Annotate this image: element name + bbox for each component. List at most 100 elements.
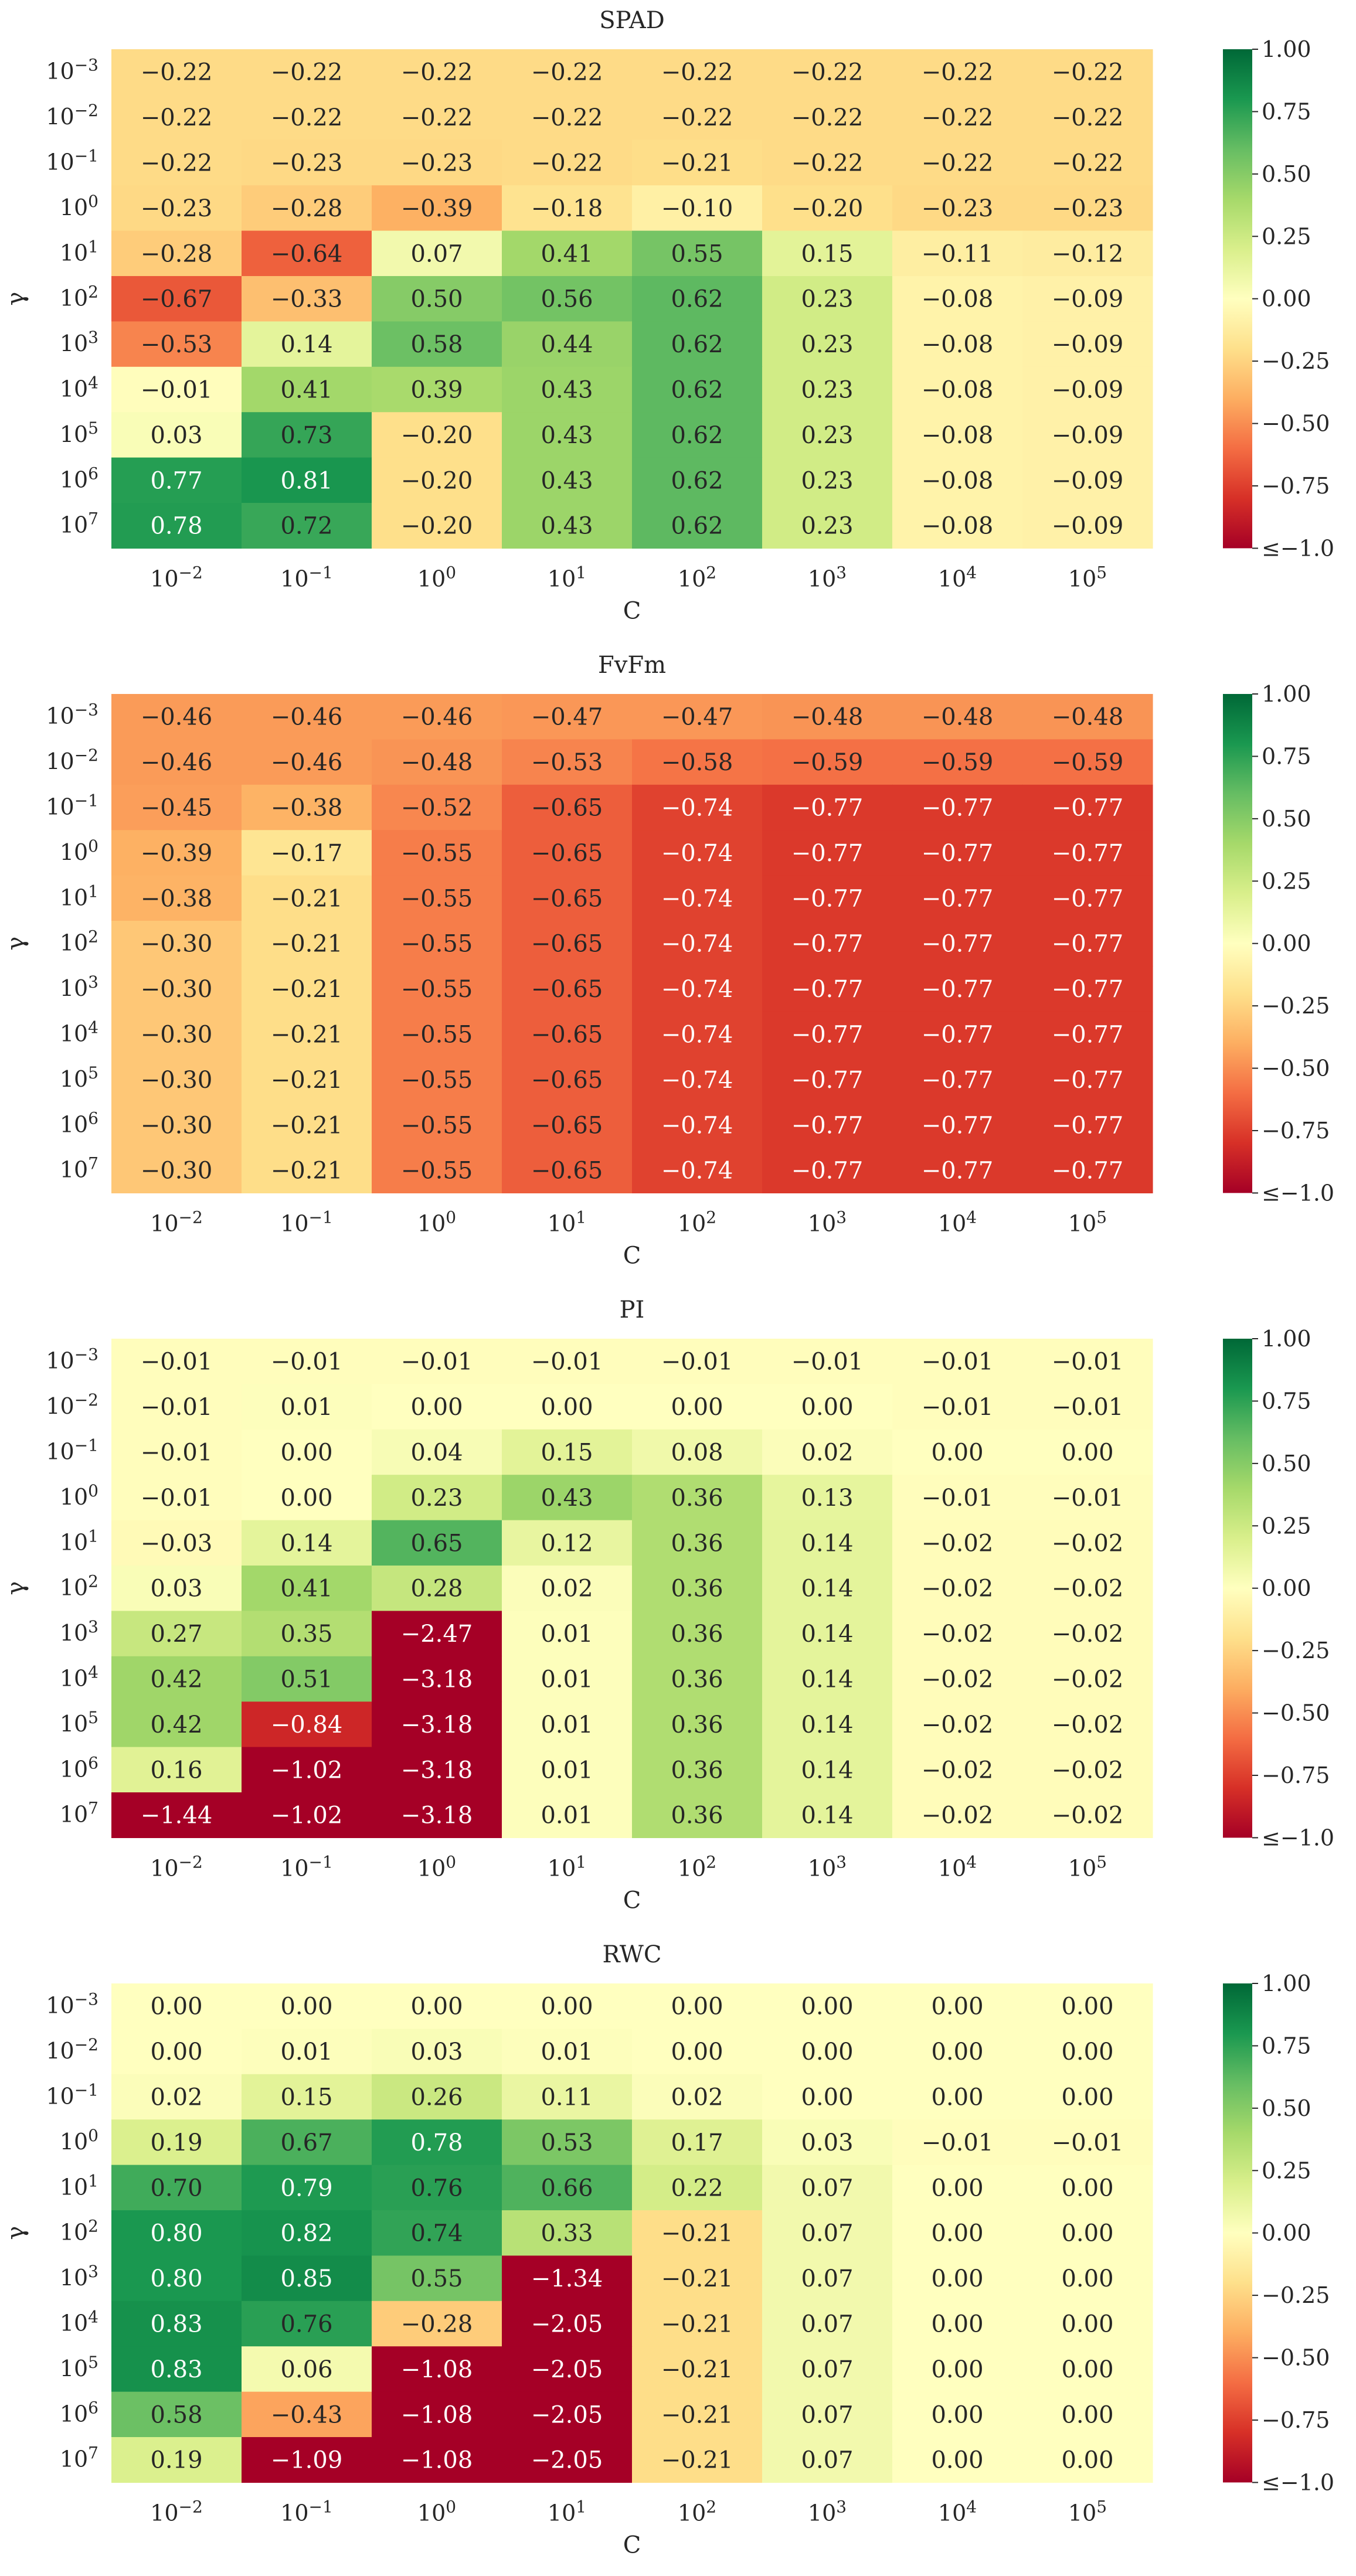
y-tick-label: 106: [60, 2398, 98, 2427]
cell-value-label: 0.00: [1061, 1993, 1113, 2020]
heatmap-cell: [111, 2029, 242, 2075]
cell-value-label: 0.00: [1061, 2039, 1113, 2065]
heatmap-cell: [762, 1475, 893, 1521]
cell-value-label: −0.02: [1052, 1666, 1124, 1693]
heatmap-cell: [502, 1611, 633, 1657]
cell-value-label: 0.00: [1061, 2311, 1113, 2338]
cell-value-label: 0.00: [1061, 2447, 1113, 2474]
colorbar-tick-label: −0.50: [1262, 2345, 1330, 2371]
x-tick-label: 100: [417, 1852, 456, 1881]
cell-value-label: −0.52: [401, 795, 473, 822]
cell-value-label: −0.22: [531, 150, 603, 177]
cell-value-label: −0.01: [271, 1349, 343, 1376]
heatmap-cell: [111, 1011, 242, 1057]
colorbar-tick-label: 0.50: [1262, 1451, 1311, 1476]
heatmap-cell: [372, 1656, 502, 1702]
cell-value-label: −0.21: [661, 2356, 733, 2383]
heatmap-cell: [372, 875, 502, 921]
heatmap-cell: [372, 1702, 502, 1748]
cell-value-label: −0.22: [141, 150, 213, 177]
cell-value-label: 0.00: [1061, 2401, 1113, 2428]
heatmap-cell: [762, 366, 893, 413]
heatmap-cell: [502, 2074, 633, 2120]
heatmap-cell: [762, 830, 893, 876]
heatmap-cell: [242, 1384, 372, 1430]
cell-value-label: 0.07: [801, 2220, 853, 2247]
heatmap-cell: [502, 412, 633, 458]
heatmap-cell: [242, 2074, 372, 2120]
cell-value-label: 0.44: [541, 331, 593, 358]
heatmap-cell: [1022, 1148, 1153, 1193]
heatmap-cell: [372, 1792, 502, 1838]
colorbar-tick-label: −0.75: [1262, 473, 1330, 499]
cell-value-label: −0.48: [1052, 704, 1124, 731]
heatmap-cell: [502, 2391, 633, 2438]
cell-value-label: 0.39: [410, 377, 463, 404]
cell-value-label: −0.77: [1052, 795, 1124, 822]
cell-value-label: 0.80: [150, 2220, 202, 2247]
cell-value-label: 0.80: [150, 2265, 202, 2292]
cell-value-label: −0.65: [531, 795, 603, 822]
cell-value-label: −0.09: [1052, 467, 1124, 494]
cell-value-label: −2.05: [531, 2311, 603, 2338]
colorbar-tick-label: ≤−1.0: [1262, 1180, 1334, 1206]
cell-value-label: 0.00: [1061, 2356, 1113, 2383]
cell-value-label: −0.65: [531, 976, 603, 1003]
y-tick-label: 102: [60, 927, 98, 956]
cell-value-label: 0.36: [671, 1666, 723, 1693]
heatmap-cell: [632, 1339, 763, 1384]
colorbar-tick-label: −0.25: [1262, 993, 1330, 1019]
heatmap-cell: [632, 49, 763, 95]
heatmap-cell: [502, 457, 633, 503]
heatmap-cell: [892, 457, 1023, 503]
cell-value-label: −0.74: [661, 1112, 733, 1139]
cell-value-label: 0.07: [801, 2175, 853, 2201]
heatmap-cell: [502, 1011, 633, 1057]
heatmap-cell: [892, 366, 1023, 413]
cell-value-label: −0.77: [791, 1067, 864, 1094]
cell-value-label: −0.02: [1052, 1530, 1124, 1557]
cell-value-label: 0.14: [801, 1621, 853, 1648]
heatmap-cell: [502, 2119, 633, 2166]
heatmap-cell: [111, 1611, 242, 1657]
heatmap-cell: [372, 1057, 502, 1103]
cell-value-label: −0.08: [922, 513, 994, 540]
heatmap-cell: [111, 1429, 242, 1475]
heatmap-cell: [372, 921, 502, 967]
heatmap-cell: [242, 412, 372, 458]
cell-value-label: −0.30: [141, 1067, 213, 1094]
heatmap-cell: [111, 1702, 242, 1748]
cell-value-label: 0.01: [280, 1394, 332, 1421]
heatmap-cell: [892, 1747, 1023, 1793]
cell-value-label: −0.02: [1052, 1711, 1124, 1738]
heatmap-cell: [892, 2029, 1023, 2075]
cell-value-label: 0.00: [410, 1993, 463, 2020]
cell-value-label: −0.77: [922, 840, 994, 867]
cell-value-label: 0.83: [150, 2311, 202, 2338]
cell-value-label: −0.22: [531, 59, 603, 86]
cell-value-label: −0.01: [531, 1349, 603, 1376]
heatmap-cell: [632, 875, 763, 921]
cell-value-label: 0.85: [280, 2265, 332, 2292]
colorbar-tick-label: 0.75: [1262, 1388, 1311, 1414]
cell-value-label: −0.21: [271, 1158, 343, 1185]
y-tick-label: 104: [60, 2308, 98, 2336]
cell-value-label: 0.14: [280, 1530, 332, 1557]
x-tick-label: 103: [808, 2497, 847, 2526]
cell-value-label: −0.77: [791, 885, 864, 912]
colorbar: 1.00 0.75 0.50 0.25 0.00 −0.25 −0.50 −0.75 ≤−1.0: [1223, 36, 1334, 561]
cell-value-label: 0.00: [931, 2447, 983, 2474]
cell-value-label: 0.81: [280, 467, 332, 494]
heatmap-cell: [1022, 1702, 1153, 1748]
cell-value-label: −0.30: [141, 1022, 213, 1049]
heatmap-cell: [892, 503, 1023, 549]
heatmap-cell: [892, 2210, 1023, 2256]
cell-value-label: 0.62: [671, 422, 723, 449]
cell-value-label: 0.00: [931, 2220, 983, 2247]
cell-value-label: −0.77: [791, 840, 864, 867]
cell-value-label: −0.22: [1052, 59, 1124, 86]
heatmap-cell: [892, 2255, 1023, 2302]
heatmap-cell: [242, 2029, 372, 2075]
y-tick-label: 101: [60, 882, 98, 910]
cell-value-label: 0.01: [280, 2039, 332, 2065]
